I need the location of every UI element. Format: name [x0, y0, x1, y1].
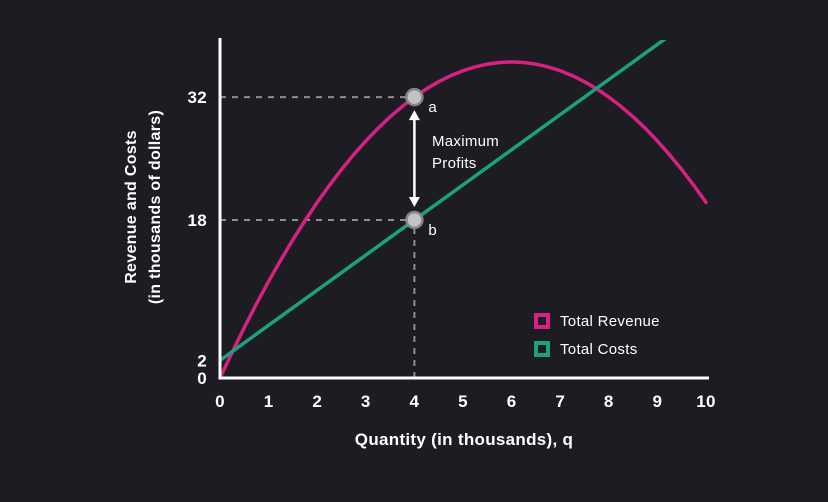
max-profit-line2: Profits [432, 155, 477, 172]
series-lines [220, 40, 708, 380]
max-profit-line1: Maximum [432, 133, 500, 150]
point-a [405, 87, 424, 107]
x-axis-title: Quantity (in thousands), q [354, 430, 574, 449]
legend-item-total-revenue: Total Revenue [534, 307, 660, 335]
y-tick-label: 18 [187, 211, 207, 230]
total-revenue-curve [220, 60, 708, 380]
legend-item-total-costs: Total Costs [534, 335, 660, 363]
x-tick-label: 10 [696, 392, 716, 411]
x-tick-label: 5 [458, 392, 468, 411]
total-revenue-swatch-icon [534, 313, 550, 329]
legend-label-total-revenue: Total Revenue [560, 312, 660, 330]
point-label-a: a [428, 99, 437, 116]
dashed-guides [220, 96, 416, 378]
y-tick-label: 32 [187, 88, 207, 107]
x-tick-label: 9 [653, 392, 663, 411]
point-label-b: b [428, 222, 437, 239]
x-tick-label: 7 [555, 392, 565, 411]
x-tick-label: 4 [410, 392, 420, 411]
legend-label-total-costs: Total Costs [560, 340, 638, 358]
x-tick-label: 1 [264, 392, 274, 411]
x-tick-label: 2 [312, 392, 322, 411]
y-tick-label: 2 [197, 351, 207, 370]
x-tick-label: 6 [507, 392, 517, 411]
x-tick-label: 8 [604, 392, 614, 411]
y-axis-title: Revenue and Costs (in thousands of dolla… [120, 32, 168, 382]
x-tick-label: 3 [361, 392, 371, 411]
axes [218, 38, 709, 380]
y-tick-label: 0 [197, 369, 207, 388]
legend: Total Revenue Total Costs [534, 307, 660, 363]
max-profit-annotation: Maximum Profits [432, 131, 499, 175]
profit-arrow [408, 110, 420, 207]
data-points: ab [405, 87, 437, 239]
point-b [405, 210, 424, 230]
arrowhead-down-icon [408, 196, 420, 207]
arrowhead-up-icon [408, 110, 420, 121]
y-axis-title-line1: Revenue and Costs [123, 130, 140, 284]
total-costs-line [220, 40, 667, 363]
total-costs-swatch-icon [534, 341, 550, 357]
x-tick-label: 0 [215, 392, 225, 411]
y-axis-title-line2: (in thousands of dollars) [147, 109, 164, 305]
